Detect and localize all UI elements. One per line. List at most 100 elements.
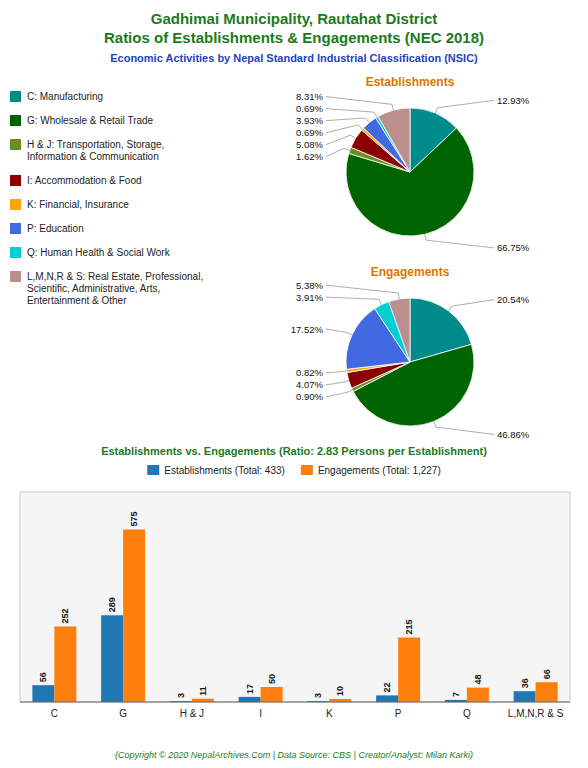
footer: (Copyright © 2020 NepalArchives.Com | Da… (115, 750, 473, 760)
data-label: 66 (542, 669, 552, 679)
bar (261, 687, 283, 702)
x-axis (20, 702, 570, 703)
data-label: 50 (267, 674, 277, 684)
legend-swatch (10, 175, 21, 186)
pie (346, 298, 474, 426)
title: Gadhimai Municipality, Rautahat District (151, 10, 437, 27)
x-tick-label: C (51, 708, 58, 719)
data-label: 3.93% (296, 115, 323, 126)
leader-line (434, 421, 494, 434)
x-tick-label: I (259, 708, 262, 719)
data-label: 215 (404, 619, 414, 634)
x-tick-label: G (119, 708, 127, 719)
legend-line: Information & Communication (27, 151, 159, 162)
legend-entry: H & J: Transportation, Storage,Informati… (27, 139, 164, 162)
subtitle: Economic Activities by Nepal Standard In… (110, 52, 478, 64)
data-label: 17.52% (291, 324, 324, 335)
data-label: 0.69% (296, 127, 323, 138)
pie-title: Engagements (371, 265, 450, 279)
data-label: 20.54% (497, 294, 530, 305)
data-label: 3 (313, 693, 323, 698)
bar (32, 685, 54, 702)
legend: C: Manufacturing G: Wholesale & Retail Tr… (10, 91, 203, 306)
x-tick-label: Q (463, 708, 471, 719)
legend: Establishments (Total: 433) Engagements (… (147, 465, 440, 476)
leader-line (435, 100, 494, 113)
data-label: 0.90% (296, 391, 323, 402)
data-label: 22 (382, 682, 392, 692)
data-label: 46.86% (497, 429, 530, 440)
legend-line: H & J: Transportation, Storage, (27, 139, 164, 150)
legend-entry: I: Accommodation & Food (27, 175, 142, 186)
bars (32, 530, 557, 703)
leader-line (326, 390, 352, 397)
leader-line (326, 297, 382, 305)
leader-line (326, 97, 393, 111)
data-labels: 562893173227362525751150102154866 (38, 511, 551, 698)
legend-swatch (10, 139, 21, 150)
leader-line (326, 109, 377, 118)
bar (376, 695, 398, 702)
leader-line (326, 135, 356, 145)
x-tick-label: K (326, 708, 333, 719)
pie (346, 108, 474, 236)
pie-slice (389, 298, 410, 362)
pie-slice (378, 108, 410, 172)
bar (101, 615, 123, 702)
data-label: 4.07% (296, 379, 323, 390)
legend-line: K: Financial, Insurance (27, 199, 129, 210)
legend-line: G: Wholesale & Retail Trade (27, 115, 154, 126)
leader-line (326, 380, 349, 384)
data-label: 10 (335, 686, 345, 696)
leader-line (326, 329, 352, 335)
legend-line: I: Accommodation & Food (27, 175, 142, 186)
legend-swatch (10, 199, 21, 210)
data-label: 66.75% (497, 242, 530, 253)
chart: Gadhimai Municipality, Rautahat District… (0, 0, 588, 768)
x-tick-label: L,M,N,R & S (508, 708, 564, 719)
pie-labels: 20.54%46.86%0.90%4.07%0.82%17.52%3.91%5.… (291, 280, 530, 440)
legend-entry: Engagements (Total: 1,227) (318, 465, 441, 476)
leader-line (326, 371, 347, 373)
legend-line: L,M,N,R & S: Real Estate, Professional, (27, 271, 203, 282)
legend-swatch (10, 91, 21, 102)
bar (398, 638, 420, 703)
legend-entry: P: Education (27, 223, 84, 234)
data-label: 12.93% (497, 95, 530, 106)
legend-line: C: Manufacturing (27, 91, 103, 102)
pie-labels: 12.93%66.75%1.62%5.08%0.69%3.93%0.69%8.3… (296, 91, 530, 253)
legend-swatch (301, 465, 313, 475)
legend-swatch (10, 247, 21, 258)
data-label: 0.82% (296, 367, 323, 378)
bar (239, 697, 261, 702)
legend-swatch (10, 115, 21, 126)
data-label: 8.31% (296, 91, 323, 102)
data-label: 289 (107, 597, 117, 612)
legend-line: P: Education (27, 223, 84, 234)
x-tick-labels: CGH & JIKPQL,M,N,R & S (51, 708, 564, 719)
legend-line: Scientific, Administrative, Arts, (27, 283, 160, 294)
data-label: 0.69% (296, 103, 323, 114)
data-label: 575 (129, 511, 139, 526)
x-tick-label: P (395, 708, 402, 719)
bar (54, 626, 76, 702)
title: Ratios of Establishments & Engagements (… (104, 29, 484, 46)
pie-title: Establishments (366, 75, 455, 89)
legend-swatch (10, 271, 21, 282)
legend-entry: Establishments (Total: 433) (164, 465, 285, 476)
legend-swatch (147, 465, 159, 475)
leader-line (326, 285, 399, 299)
plot-area (20, 492, 570, 702)
legend-line: Entertainment & Other (27, 295, 127, 306)
leader-line (448, 300, 494, 311)
legend-entry: G: Wholesale & Retail Trade (27, 115, 154, 126)
data-label: 48 (473, 675, 483, 685)
legend-entry: K: Financial, Insurance (27, 199, 129, 210)
bar-title: Establishments vs. Engagements (Ratio: 2… (101, 445, 487, 457)
data-label: 11 (198, 686, 208, 696)
leader-line (326, 118, 369, 123)
leader-line (425, 234, 494, 248)
bar (467, 688, 489, 702)
data-label: 17 (245, 684, 255, 694)
data-label: 5.08% (296, 139, 323, 150)
